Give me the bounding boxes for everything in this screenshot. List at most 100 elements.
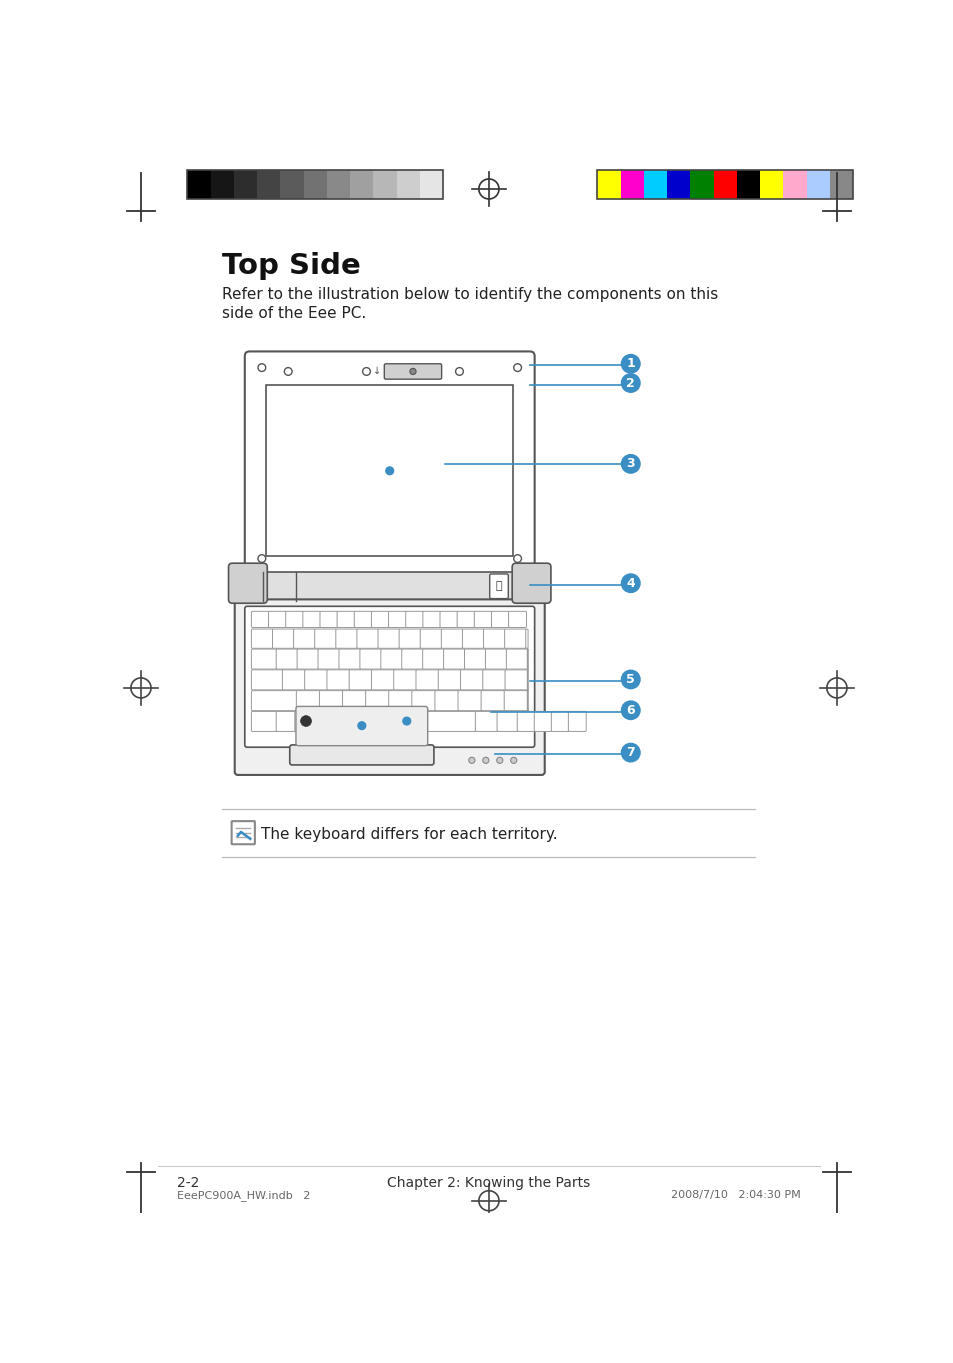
Circle shape [620, 743, 639, 762]
FancyBboxPatch shape [337, 711, 476, 732]
FancyBboxPatch shape [252, 711, 276, 732]
FancyBboxPatch shape [394, 669, 416, 690]
FancyBboxPatch shape [349, 669, 372, 690]
FancyBboxPatch shape [504, 630, 526, 649]
Bar [736, 170, 760, 199]
Text: The keyboard differs for each territory.: The keyboard differs for each territory. [261, 827, 558, 842]
Bar [597, 170, 620, 199]
FancyBboxPatch shape [342, 691, 366, 710]
FancyBboxPatch shape [336, 612, 355, 627]
FancyBboxPatch shape [327, 669, 350, 690]
FancyBboxPatch shape [526, 669, 528, 690]
Bar [211, 170, 233, 199]
Text: Chapter 2: Knowing the Parts: Chapter 2: Knowing the Parts [387, 1176, 590, 1190]
Bar [419, 170, 443, 199]
FancyBboxPatch shape [285, 612, 303, 627]
FancyBboxPatch shape [443, 649, 465, 669]
FancyBboxPatch shape [384, 364, 441, 379]
Circle shape [402, 717, 410, 725]
FancyBboxPatch shape [568, 711, 585, 732]
Text: 5: 5 [626, 673, 635, 686]
Text: 3: 3 [626, 458, 635, 470]
FancyBboxPatch shape [371, 612, 389, 627]
FancyBboxPatch shape [371, 669, 395, 690]
Bar [266, 386, 513, 556]
FancyBboxPatch shape [401, 649, 423, 669]
FancyBboxPatch shape [474, 612, 492, 627]
FancyBboxPatch shape [405, 612, 423, 627]
FancyBboxPatch shape [234, 600, 544, 776]
FancyBboxPatch shape [526, 649, 528, 669]
Bar [829, 170, 852, 199]
Bar [782, 170, 806, 199]
Bar [187, 170, 211, 199]
FancyBboxPatch shape [416, 669, 438, 690]
FancyBboxPatch shape [252, 630, 273, 649]
FancyBboxPatch shape [294, 630, 315, 649]
Text: side of the Eee PC.: side of the Eee PC. [222, 307, 366, 322]
FancyBboxPatch shape [435, 691, 458, 710]
FancyBboxPatch shape [245, 607, 534, 747]
Text: ⏻: ⏻ [496, 581, 502, 592]
FancyBboxPatch shape [482, 669, 505, 690]
Bar [257, 170, 280, 199]
FancyBboxPatch shape [380, 649, 402, 669]
FancyBboxPatch shape [441, 630, 463, 649]
Bar [620, 170, 643, 199]
Circle shape [497, 758, 502, 763]
FancyBboxPatch shape [377, 630, 399, 649]
Bar [666, 170, 690, 199]
Text: Refer to the illustration below to identify the components on this: Refer to the illustration below to ident… [222, 286, 718, 301]
Circle shape [300, 716, 311, 726]
FancyBboxPatch shape [273, 630, 294, 649]
FancyBboxPatch shape [354, 612, 372, 627]
Circle shape [482, 758, 488, 763]
FancyBboxPatch shape [335, 630, 357, 649]
FancyBboxPatch shape [295, 706, 427, 746]
Circle shape [620, 671, 639, 688]
FancyBboxPatch shape [252, 669, 283, 690]
Bar [760, 170, 782, 199]
FancyBboxPatch shape [526, 691, 528, 710]
FancyBboxPatch shape [252, 612, 269, 627]
Circle shape [620, 354, 639, 373]
Bar [643, 170, 666, 199]
Bar [806, 170, 829, 199]
FancyBboxPatch shape [497, 711, 517, 732]
Bar [350, 170, 373, 199]
FancyBboxPatch shape [460, 669, 483, 690]
FancyBboxPatch shape [296, 691, 320, 710]
FancyBboxPatch shape [296, 649, 318, 669]
FancyBboxPatch shape [462, 630, 484, 649]
FancyBboxPatch shape [483, 630, 505, 649]
FancyBboxPatch shape [422, 649, 444, 669]
FancyBboxPatch shape [229, 563, 267, 604]
Circle shape [357, 722, 365, 729]
FancyBboxPatch shape [302, 612, 320, 627]
FancyBboxPatch shape [316, 711, 338, 732]
FancyBboxPatch shape [504, 691, 528, 710]
Text: 2008/7/10   2:04:30 PM: 2008/7/10 2:04:30 PM [670, 1190, 800, 1201]
FancyBboxPatch shape [319, 691, 343, 710]
FancyBboxPatch shape [504, 669, 528, 690]
FancyBboxPatch shape [356, 630, 378, 649]
FancyBboxPatch shape [294, 711, 317, 732]
Text: EeePC900A_HW.indb   2: EeePC900A_HW.indb 2 [177, 1190, 311, 1201]
FancyBboxPatch shape [475, 711, 497, 732]
Circle shape [510, 758, 517, 763]
FancyBboxPatch shape [491, 612, 509, 627]
Bar [597, 170, 852, 199]
FancyBboxPatch shape [456, 612, 475, 627]
Bar [373, 170, 396, 199]
Text: 2: 2 [626, 376, 635, 390]
FancyBboxPatch shape [388, 691, 412, 710]
FancyBboxPatch shape [419, 630, 441, 649]
Circle shape [620, 373, 639, 393]
FancyBboxPatch shape [525, 630, 528, 649]
Bar [327, 170, 350, 199]
Circle shape [410, 368, 416, 375]
FancyBboxPatch shape [252, 691, 296, 710]
FancyBboxPatch shape [551, 711, 569, 732]
Circle shape [468, 758, 475, 763]
FancyBboxPatch shape [276, 711, 295, 732]
